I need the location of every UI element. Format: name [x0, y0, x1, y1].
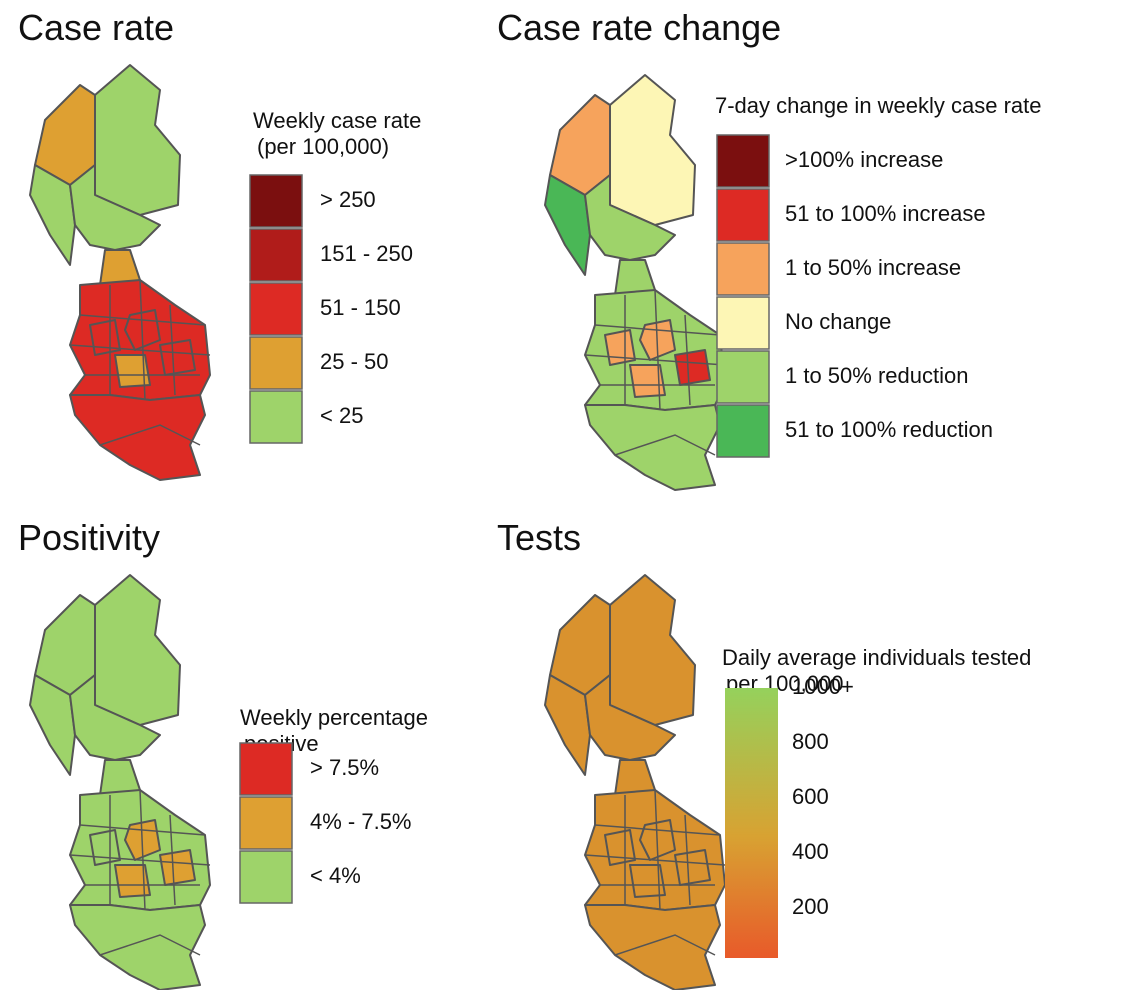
color-bar-label: 200 [792, 894, 829, 919]
region-map [29, 64, 211, 481]
district-border [594, 824, 721, 836]
map-region [114, 864, 151, 898]
region-map [544, 74, 726, 491]
map-region [584, 174, 676, 261]
legend-label: >100% increase [785, 147, 943, 172]
map-region [159, 339, 196, 376]
district-border [584, 354, 726, 366]
map-region [584, 404, 721, 491]
legend-swatch [716, 188, 770, 242]
legend-title: 7-day change in weekly case rate [715, 93, 1042, 118]
district-border [69, 344, 211, 356]
map-region [629, 864, 666, 898]
map-region [69, 674, 161, 761]
map-region [674, 349, 711, 386]
color-bar-label: 400 [792, 839, 829, 864]
map-region [584, 904, 721, 990]
color-bar [725, 688, 778, 958]
legend-swatch [716, 350, 770, 404]
map-region [114, 354, 151, 388]
map-region [94, 574, 181, 726]
legend-swatch [716, 242, 770, 296]
district-border [69, 854, 211, 866]
legend-swatch [239, 850, 293, 904]
district-border [684, 314, 691, 406]
legend-swatch [239, 796, 293, 850]
map-region [604, 829, 636, 866]
district-border [99, 934, 201, 956]
map-region [94, 64, 181, 216]
legend-label: 1 to 50% reduction [785, 363, 968, 388]
district-border [139, 789, 146, 911]
district-border [614, 434, 716, 456]
map-region [629, 364, 666, 398]
district-border [99, 424, 201, 446]
region-map [544, 574, 726, 990]
district-border [169, 814, 176, 906]
legend-swatch [716, 404, 770, 458]
legend-label: No change [785, 309, 891, 334]
legend-label: 151 - 250 [320, 241, 413, 266]
legend-swatch [239, 742, 293, 796]
map-region [69, 394, 206, 481]
panel-title: Positivity [18, 517, 160, 558]
color-bar-label: 1000+ [792, 674, 854, 699]
color-bar-label: 800 [792, 729, 829, 754]
district-border [684, 814, 691, 906]
district-border [79, 824, 206, 836]
map-region [609, 74, 696, 226]
legend-swatch [716, 296, 770, 350]
legend-title: Daily average individuals tested [722, 645, 1031, 670]
legend-title: Weekly percentage [240, 705, 428, 730]
district-border [169, 304, 176, 396]
map-region [604, 329, 636, 366]
legend-title: (per 100,000) [257, 134, 389, 159]
legend-label: 4% - 7.5% [310, 809, 412, 834]
map-region [69, 904, 206, 990]
legend-label: < 4% [310, 863, 361, 888]
legend-swatch [249, 390, 303, 444]
panel-title: Tests [497, 517, 581, 558]
legend-title: Weekly case rate [253, 108, 421, 133]
district-border [594, 324, 721, 336]
panel-title: Case rate [18, 7, 174, 48]
legend-label: 51 to 100% increase [785, 201, 986, 226]
legend-swatch [249, 336, 303, 390]
district-border [139, 279, 146, 401]
legend-label: > 250 [320, 187, 376, 212]
map-region [89, 319, 121, 356]
legend-label: < 25 [320, 403, 363, 428]
district-border [584, 854, 726, 866]
legend-label: 51 - 150 [320, 295, 401, 320]
legend-label: 25 - 50 [320, 349, 389, 374]
district-border [614, 934, 716, 956]
legend-swatch [249, 174, 303, 228]
map-region [674, 849, 711, 886]
map-region [609, 574, 696, 726]
panel-title: Case rate change [497, 7, 781, 48]
map-region [159, 849, 196, 886]
map-region [89, 829, 121, 866]
legend-swatch [249, 228, 303, 282]
district-border [79, 314, 206, 326]
legend-label: 51 to 100% reduction [785, 417, 993, 442]
district-border [654, 289, 661, 411]
legend-swatch [716, 134, 770, 188]
color-bar-label: 600 [792, 784, 829, 809]
map-region [584, 674, 676, 761]
legend-label: 1 to 50% increase [785, 255, 961, 280]
region-map [29, 574, 211, 990]
map-region [69, 164, 161, 251]
legend-label: > 7.5% [310, 755, 379, 780]
district-border [654, 789, 661, 911]
legend-swatch [249, 282, 303, 336]
